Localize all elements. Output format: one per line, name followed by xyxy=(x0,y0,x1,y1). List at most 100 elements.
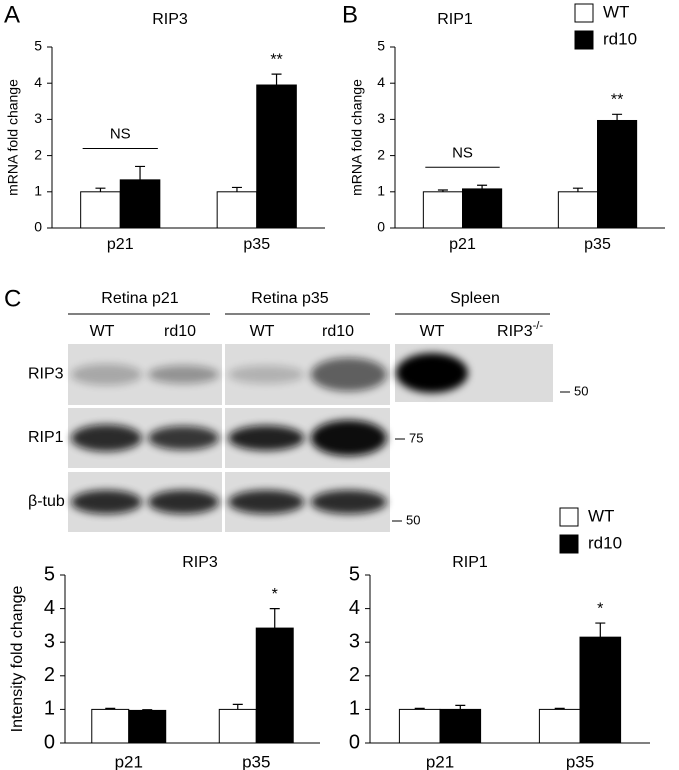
legend-swatch xyxy=(574,30,594,50)
error-bar xyxy=(455,704,466,710)
y-tick-label: 0 xyxy=(44,731,55,753)
y-tick-label: 0 xyxy=(34,219,42,235)
chart-title: RIP3 xyxy=(182,554,218,571)
y-tick-label: 0 xyxy=(377,219,385,235)
y-tick-label: 5 xyxy=(377,38,385,54)
bar xyxy=(255,627,294,744)
x-tick-label: p35 xyxy=(584,236,611,253)
lane-text: WT xyxy=(420,323,445,340)
error-bar xyxy=(231,186,242,192)
error-bar xyxy=(105,707,116,710)
legend-label: WT xyxy=(588,506,614,525)
y-tick-label: 1 xyxy=(34,183,42,199)
lane-superscript: -/- xyxy=(533,320,544,332)
y-tick-label: 3 xyxy=(34,110,42,126)
blot-band xyxy=(310,420,387,456)
marker-label: 75 xyxy=(409,430,423,445)
y-tick-label: 4 xyxy=(377,74,385,90)
legend-swatch xyxy=(559,534,579,554)
bar xyxy=(422,191,464,229)
chart-title: RIP1 xyxy=(437,11,473,28)
bar xyxy=(398,708,441,744)
bar xyxy=(557,191,598,229)
error-bar xyxy=(437,189,448,192)
y-tick-label: 2 xyxy=(349,664,360,686)
chart-title: RIP1 xyxy=(452,554,488,571)
bar xyxy=(256,84,297,229)
blot-group-label: Retina p35 xyxy=(251,290,328,307)
error-bar xyxy=(554,707,565,710)
error-bar xyxy=(135,165,146,180)
lane-text: WT xyxy=(250,323,275,340)
bar xyxy=(128,709,167,744)
x-tick-label: p35 xyxy=(243,236,270,253)
annotation: ** xyxy=(611,92,623,109)
legend-label: rd10 xyxy=(588,533,622,552)
panel-label: A xyxy=(4,1,20,28)
annotation: * xyxy=(272,586,278,603)
annotation: NS xyxy=(452,144,473,161)
bar xyxy=(439,708,482,744)
bar xyxy=(80,191,121,229)
marker-label: 50 xyxy=(574,383,588,398)
y-axis-label: mRNA fold change xyxy=(349,79,365,196)
row-label: RIP3 xyxy=(28,366,64,383)
lane-label: WT xyxy=(420,323,445,340)
error-bar xyxy=(95,187,106,192)
x-tick-label: p21 xyxy=(107,236,134,253)
annotation: NS xyxy=(110,125,131,142)
panel-label: C xyxy=(4,285,21,312)
y-tick-label: 2 xyxy=(377,146,385,162)
y-tick-label: 1 xyxy=(349,698,360,720)
y-tick-label: 0 xyxy=(349,731,360,753)
annotation: * xyxy=(597,600,603,617)
y-tick-label: 5 xyxy=(44,563,55,585)
lane-label: rd10 xyxy=(164,323,196,340)
bar xyxy=(538,708,581,744)
blot-band xyxy=(228,425,305,451)
y-tick-label: 1 xyxy=(44,698,55,720)
lane-text: RIP3 xyxy=(497,323,533,340)
y-tick-label: 5 xyxy=(34,38,42,54)
blot-band xyxy=(71,363,142,386)
blot-band xyxy=(148,426,219,450)
y-tick-label: 3 xyxy=(377,110,385,126)
error-bar xyxy=(142,709,153,711)
error-bar xyxy=(271,73,282,86)
annotation: ** xyxy=(270,51,282,68)
blot-band xyxy=(228,490,305,514)
error-bar xyxy=(572,187,583,192)
blot-band xyxy=(396,353,468,393)
x-tick-label: p21 xyxy=(449,236,476,253)
blot-band xyxy=(148,490,219,514)
y-tick-label: 2 xyxy=(44,664,55,686)
lane-label: RIP3-/- xyxy=(497,320,543,340)
lane-text: rd10 xyxy=(164,323,196,340)
x-tick-label: p21 xyxy=(115,752,143,770)
marker-label: 50 xyxy=(406,512,420,527)
lane-text: WT xyxy=(90,323,115,340)
lane-label: rd10 xyxy=(322,323,354,340)
y-axis-label: Intensity fold change xyxy=(9,586,26,733)
y-tick-label: 5 xyxy=(349,563,360,585)
row-label: RIP1 xyxy=(28,429,64,446)
blot-band xyxy=(228,365,305,384)
bar xyxy=(91,708,130,744)
error-bar xyxy=(612,113,623,121)
bar xyxy=(216,191,258,229)
blot-group-label: Retina p21 xyxy=(101,290,178,307)
y-axis-label: mRNA fold change xyxy=(5,79,21,196)
legend-label: rd10 xyxy=(603,29,637,48)
blot-band xyxy=(71,490,142,514)
x-tick-label: p35 xyxy=(566,752,594,770)
y-tick-label: 4 xyxy=(34,74,42,90)
lane-label: WT xyxy=(90,323,115,340)
y-tick-label: 1 xyxy=(377,183,385,199)
x-tick-label: p21 xyxy=(426,752,454,770)
y-tick-label: 3 xyxy=(44,630,55,652)
blot-band xyxy=(148,365,219,384)
row-label: β-tub xyxy=(28,493,65,510)
lane-label: WT xyxy=(250,323,275,340)
y-tick-label: 4 xyxy=(349,597,360,619)
